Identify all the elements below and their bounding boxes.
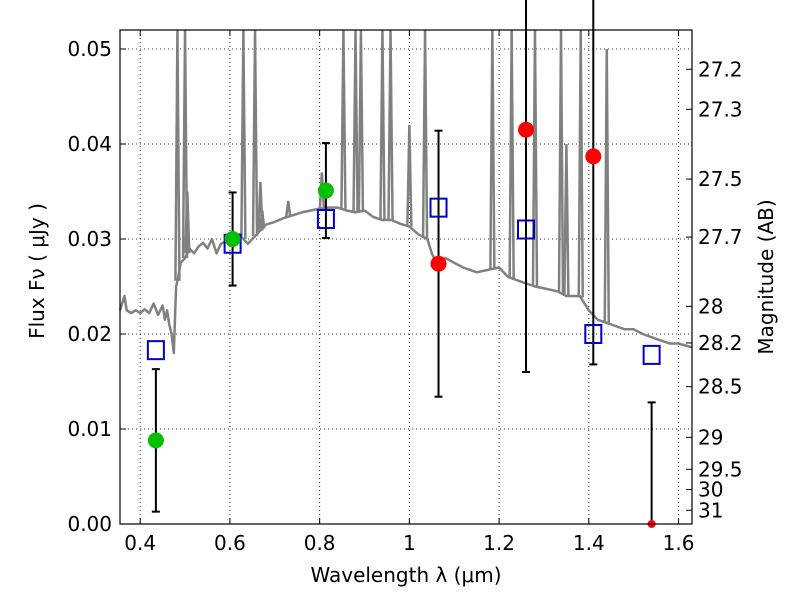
- mag-tick-label: 27.3: [698, 97, 743, 121]
- x-tick-label: 1.6: [663, 531, 695, 555]
- y-tick-label: 0.05: [67, 37, 112, 61]
- x-tick-label: 1.2: [483, 531, 515, 555]
- y-tick-label: 0.01: [67, 417, 112, 441]
- mag-tick-label: 27.2: [698, 57, 743, 81]
- mag-tick-label: 28.5: [698, 375, 743, 399]
- model-bandpass-marker: [146, 340, 165, 361]
- mag-tick-label: 29: [698, 425, 723, 449]
- model-bandpass-marker: [316, 209, 335, 230]
- x-tick-label: 1.4: [573, 531, 605, 555]
- data-points: [146, 121, 661, 528]
- x-tick-label: 0.6: [214, 531, 246, 555]
- emission-line: [284, 200, 292, 217]
- mag-tick-label: 30: [698, 478, 723, 502]
- x-tick-label: 0.4: [124, 531, 156, 555]
- y2-axis-label: Magnitude (AB): [754, 199, 778, 354]
- emission-line: [184, 191, 191, 254]
- plot-frame: [119, 29, 693, 525]
- emission-line: [563, 143, 570, 297]
- x-tick-label: 1: [403, 531, 416, 555]
- detection-point: [317, 182, 334, 199]
- x-tick-label: 0.8: [304, 531, 336, 555]
- mag-tick-label: 31: [698, 498, 723, 522]
- mag-tick-label: 28.2: [698, 331, 743, 355]
- mag-tick-label: 27.5: [698, 167, 743, 191]
- low-sn-point: [585, 148, 602, 165]
- detection-point: [224, 231, 241, 247]
- mag-tick-label: 28: [698, 294, 723, 318]
- model-spectrum-line: [118, 206, 693, 355]
- emission-line: [406, 124, 413, 227]
- mag-tick-label: 27.7: [698, 225, 743, 249]
- model-bandpass-marker: [517, 219, 536, 240]
- low-sn-point: [518, 121, 535, 138]
- y-tick-label: 0.00: [67, 512, 112, 536]
- low-sn-point: [430, 255, 447, 272]
- x-axis-label: Wavelength λ (μm): [310, 563, 501, 587]
- y-axis-label: Flux Fν ( μJy ): [25, 203, 49, 339]
- model-bandpass-marker: [429, 197, 448, 218]
- mag-tick-label: 29.5: [698, 457, 743, 481]
- y-tick-label: 0.04: [67, 132, 112, 156]
- model-bandpass-marker: [584, 324, 603, 344]
- y-tick-label: 0.02: [67, 322, 112, 346]
- detection-point: [147, 432, 164, 449]
- emission-line: [603, 48, 611, 323]
- axes: 0.4 0.6 0.8 1 1.2 1.4 1.6 0.00 0.01 0.02 0.03 0.04 0…: [67, 29, 743, 555]
- model-bandpass-marker: [642, 344, 661, 365]
- y-tick-label: 0.03: [67, 227, 112, 251]
- emission-line: [258, 210, 266, 229]
